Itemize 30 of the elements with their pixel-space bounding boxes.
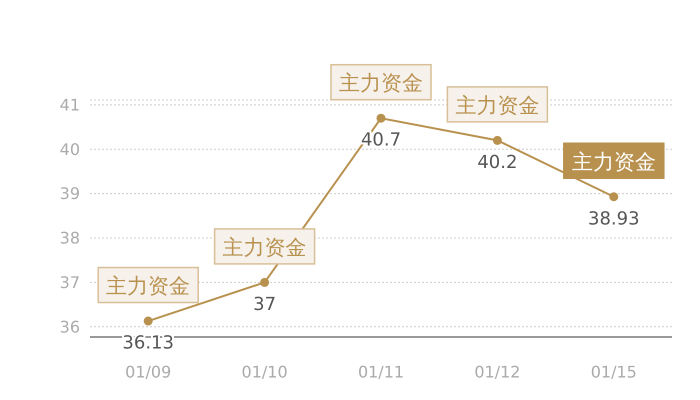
- annotation: 主力资金: [339, 71, 423, 96]
- y-tick-label: 38: [60, 228, 80, 248]
- annotation: 主力资金: [330, 64, 432, 100]
- annotation: 主力资金: [455, 93, 540, 118]
- annotation: 主力资金: [106, 274, 190, 298]
- point: [609, 192, 618, 202]
- x-tick-label: 01/10: [242, 362, 288, 382]
- y-tick-label: 36: [60, 317, 80, 336]
- y-tick-label: 39: [60, 184, 80, 204]
- data-label: 37: [253, 294, 276, 315]
- annotation: 主力资金: [563, 142, 665, 179]
- annotation: 主力资金: [572, 150, 656, 174]
- data-label: 40.2: [477, 152, 518, 173]
- y-tick-label: 41: [60, 95, 80, 114]
- y-tick-label: 37: [60, 272, 80, 292]
- x-tick-label: 01/09: [125, 362, 172, 382]
- y-tick-label: 40: [60, 140, 80, 159]
- x-tick-label: 01/15: [590, 362, 637, 382]
- x-tick-label: 01/11: [358, 362, 404, 382]
- point: [144, 316, 153, 326]
- x-tick-label: 01/12: [474, 362, 520, 382]
- data-label: 36.13: [122, 332, 174, 354]
- annotation: 主力资金: [446, 86, 548, 123]
- annotation: 主力资金: [97, 266, 199, 304]
- annotation: 主力资金: [214, 228, 316, 265]
- data-label: 38.93: [588, 208, 640, 230]
- point: [260, 278, 270, 287]
- annotation: 主力资金: [222, 235, 307, 260]
- point: [376, 114, 386, 123]
- point: [492, 136, 502, 145]
